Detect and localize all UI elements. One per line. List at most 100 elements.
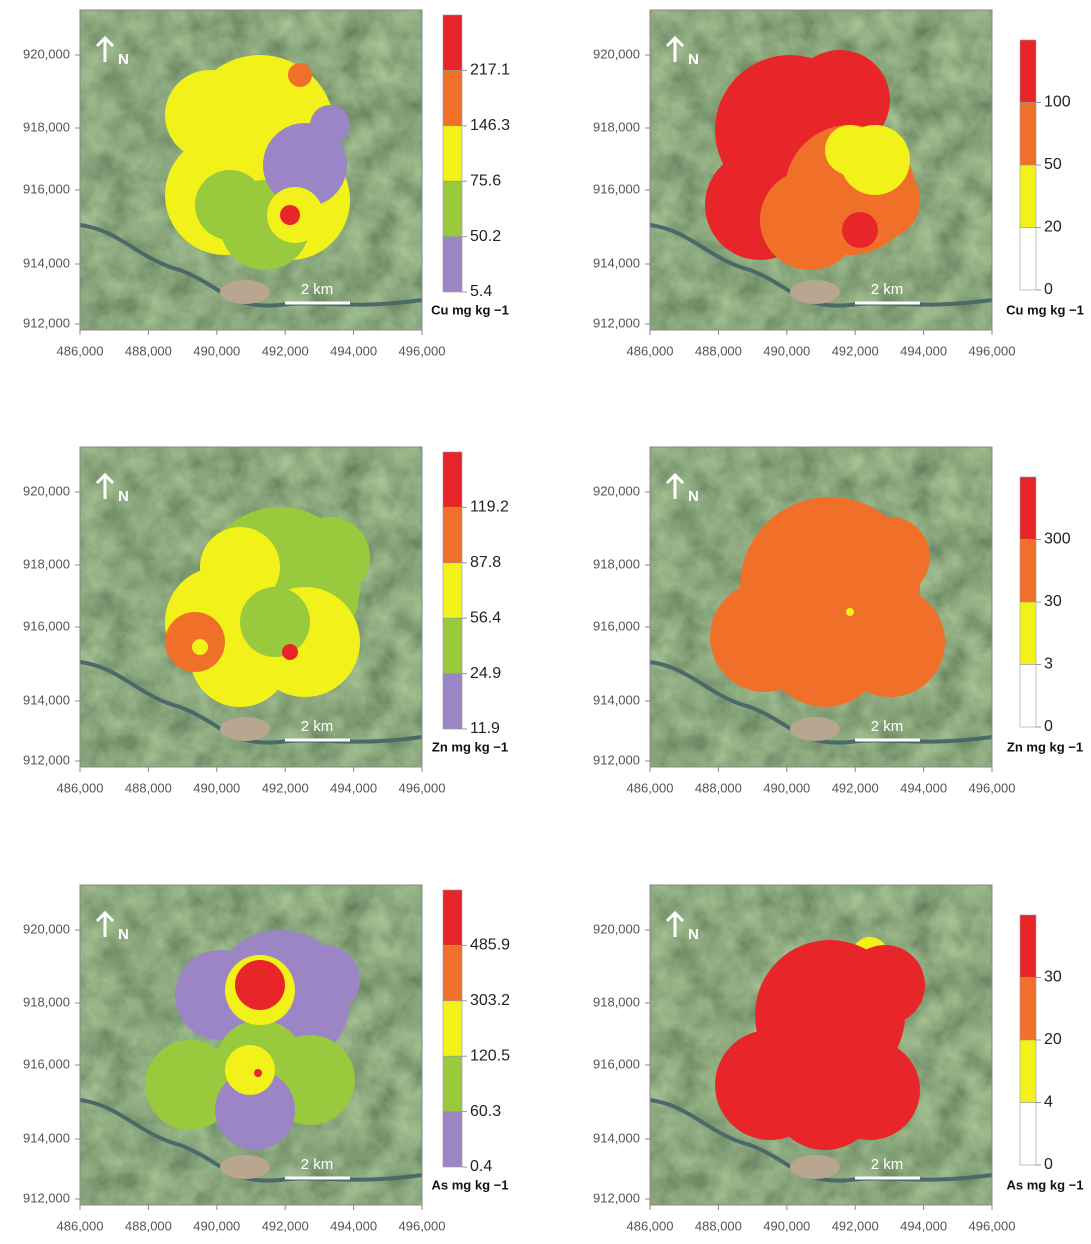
contamination-zone xyxy=(850,517,930,597)
legend-title: Zn mg kg −1 xyxy=(432,739,508,754)
contamination-zone xyxy=(280,205,300,225)
contamination-zone xyxy=(225,1045,275,1095)
legend-label: 87.8 xyxy=(470,554,501,571)
x-tick-label: 496,000 xyxy=(399,1218,446,1233)
legend-title: Cu mg kg −1 xyxy=(431,302,509,317)
legend-label: 303.2 xyxy=(470,992,510,1009)
reservoir xyxy=(220,1155,270,1179)
x-tick-label: 496,000 xyxy=(399,343,446,358)
y-tick-label: 918,000 xyxy=(593,556,640,571)
y-tick-label: 920,000 xyxy=(593,483,640,498)
legend-class xyxy=(1020,103,1036,166)
legend-class xyxy=(1020,1103,1036,1166)
y-tick-label: 918,000 xyxy=(23,556,70,571)
y-tick-label: 914,000 xyxy=(593,255,640,270)
contamination-zone xyxy=(254,1069,262,1077)
north-label: N xyxy=(118,926,129,943)
y-tick-label: 920,000 xyxy=(23,921,70,936)
y-tick-label: 912,000 xyxy=(23,752,70,767)
legend-class xyxy=(443,15,462,70)
x-tick-label: 492,000 xyxy=(832,780,879,795)
legend-label: 30 xyxy=(1044,969,1062,986)
x-tick-label: 486,000 xyxy=(57,1218,104,1233)
x-tick-label: 488,000 xyxy=(695,1218,742,1233)
reservoir xyxy=(790,280,840,304)
reservoir xyxy=(220,717,270,741)
scale-bar-label: 2 km xyxy=(301,718,334,735)
y-tick-label: 916,000 xyxy=(23,181,70,196)
contamination-zone xyxy=(165,70,255,160)
x-tick-label: 488,000 xyxy=(125,780,172,795)
legend-label: 4 xyxy=(1044,1094,1053,1111)
figure: N 2 km 486,000 488,000 490,000 492,000 494,000… xyxy=(0,0,1091,1244)
x-tick-label: 494,000 xyxy=(330,343,377,358)
y-tick-label: 916,000 xyxy=(593,181,640,196)
y-tick-label: 920,000 xyxy=(23,46,70,61)
y-tick-label: 914,000 xyxy=(593,692,640,707)
legend-label: 75.6 xyxy=(470,172,501,189)
contamination-zone xyxy=(310,105,350,145)
legend-class xyxy=(1020,477,1036,540)
legend-label: 100 xyxy=(1044,94,1071,111)
x-tick-label: 490,000 xyxy=(763,343,810,358)
legend-class xyxy=(443,945,462,1000)
legend-label: 50 xyxy=(1044,156,1062,173)
contamination-zone xyxy=(195,170,265,240)
north-label: N xyxy=(688,926,699,943)
x-tick-label: 488,000 xyxy=(695,780,742,795)
x-tick-label: 486,000 xyxy=(57,780,104,795)
x-tick-label: 492,000 xyxy=(832,1218,879,1233)
x-tick-label: 486,000 xyxy=(627,780,674,795)
y-tick-label: 916,000 xyxy=(23,1056,70,1071)
legend-class xyxy=(443,618,462,673)
y-tick-label: 918,000 xyxy=(23,994,70,1009)
contamination-zone xyxy=(235,960,285,1010)
x-tick-label: 494,000 xyxy=(900,343,947,358)
contamination-zone xyxy=(846,608,854,616)
y-tick-label: 912,000 xyxy=(593,315,640,330)
contamination-zone xyxy=(765,587,885,707)
y-tick-label: 912,000 xyxy=(23,315,70,330)
x-tick-label: 492,000 xyxy=(262,343,309,358)
y-tick-label: 912,000 xyxy=(23,1190,70,1205)
legend-label: 119.2 xyxy=(470,499,509,516)
legend-label: 20 xyxy=(1044,1031,1062,1048)
y-tick-label: 918,000 xyxy=(593,994,640,1009)
legend-class xyxy=(1020,165,1036,228)
x-tick-label: 496,000 xyxy=(969,343,1016,358)
legend-title: Cu mg kg −1 xyxy=(1006,302,1084,317)
legend-title: As mg kg −1 xyxy=(1007,1177,1084,1192)
x-tick-label: 494,000 xyxy=(330,780,377,795)
y-tick-label: 912,000 xyxy=(593,752,640,767)
contamination-zone xyxy=(288,63,312,87)
y-tick-label: 918,000 xyxy=(593,119,640,134)
legend-class xyxy=(1020,602,1036,665)
legend-label: 20 xyxy=(1044,219,1062,236)
x-tick-label: 490,000 xyxy=(193,343,240,358)
contamination-zone xyxy=(770,1040,880,1150)
y-tick-label: 914,000 xyxy=(23,255,70,270)
map-panel: N2 km486,000488,000490,000492,000494,000… xyxy=(23,447,509,795)
legend-class xyxy=(443,126,462,181)
y-tick-label: 918,000 xyxy=(23,119,70,134)
y-tick-label: 920,000 xyxy=(593,921,640,936)
y-tick-label: 914,000 xyxy=(23,1130,70,1145)
x-tick-label: 496,000 xyxy=(969,1218,1016,1233)
contamination-zone xyxy=(825,125,875,175)
reservoir xyxy=(220,280,270,304)
reservoir xyxy=(790,1155,840,1179)
x-tick-label: 488,000 xyxy=(695,343,742,358)
legend-label: 60.3 xyxy=(470,1103,501,1120)
x-tick-label: 494,000 xyxy=(330,1218,377,1233)
y-tick-label: 916,000 xyxy=(593,618,640,633)
legend-label: 0 xyxy=(1044,281,1053,298)
north-label: N xyxy=(118,51,129,68)
contamination-zone xyxy=(290,517,370,597)
legend-label: 50.2 xyxy=(470,228,501,245)
legend-class xyxy=(443,674,462,729)
scale-bar-label: 2 km xyxy=(871,281,904,298)
x-tick-label: 490,000 xyxy=(763,1218,810,1233)
x-tick-label: 492,000 xyxy=(832,343,879,358)
